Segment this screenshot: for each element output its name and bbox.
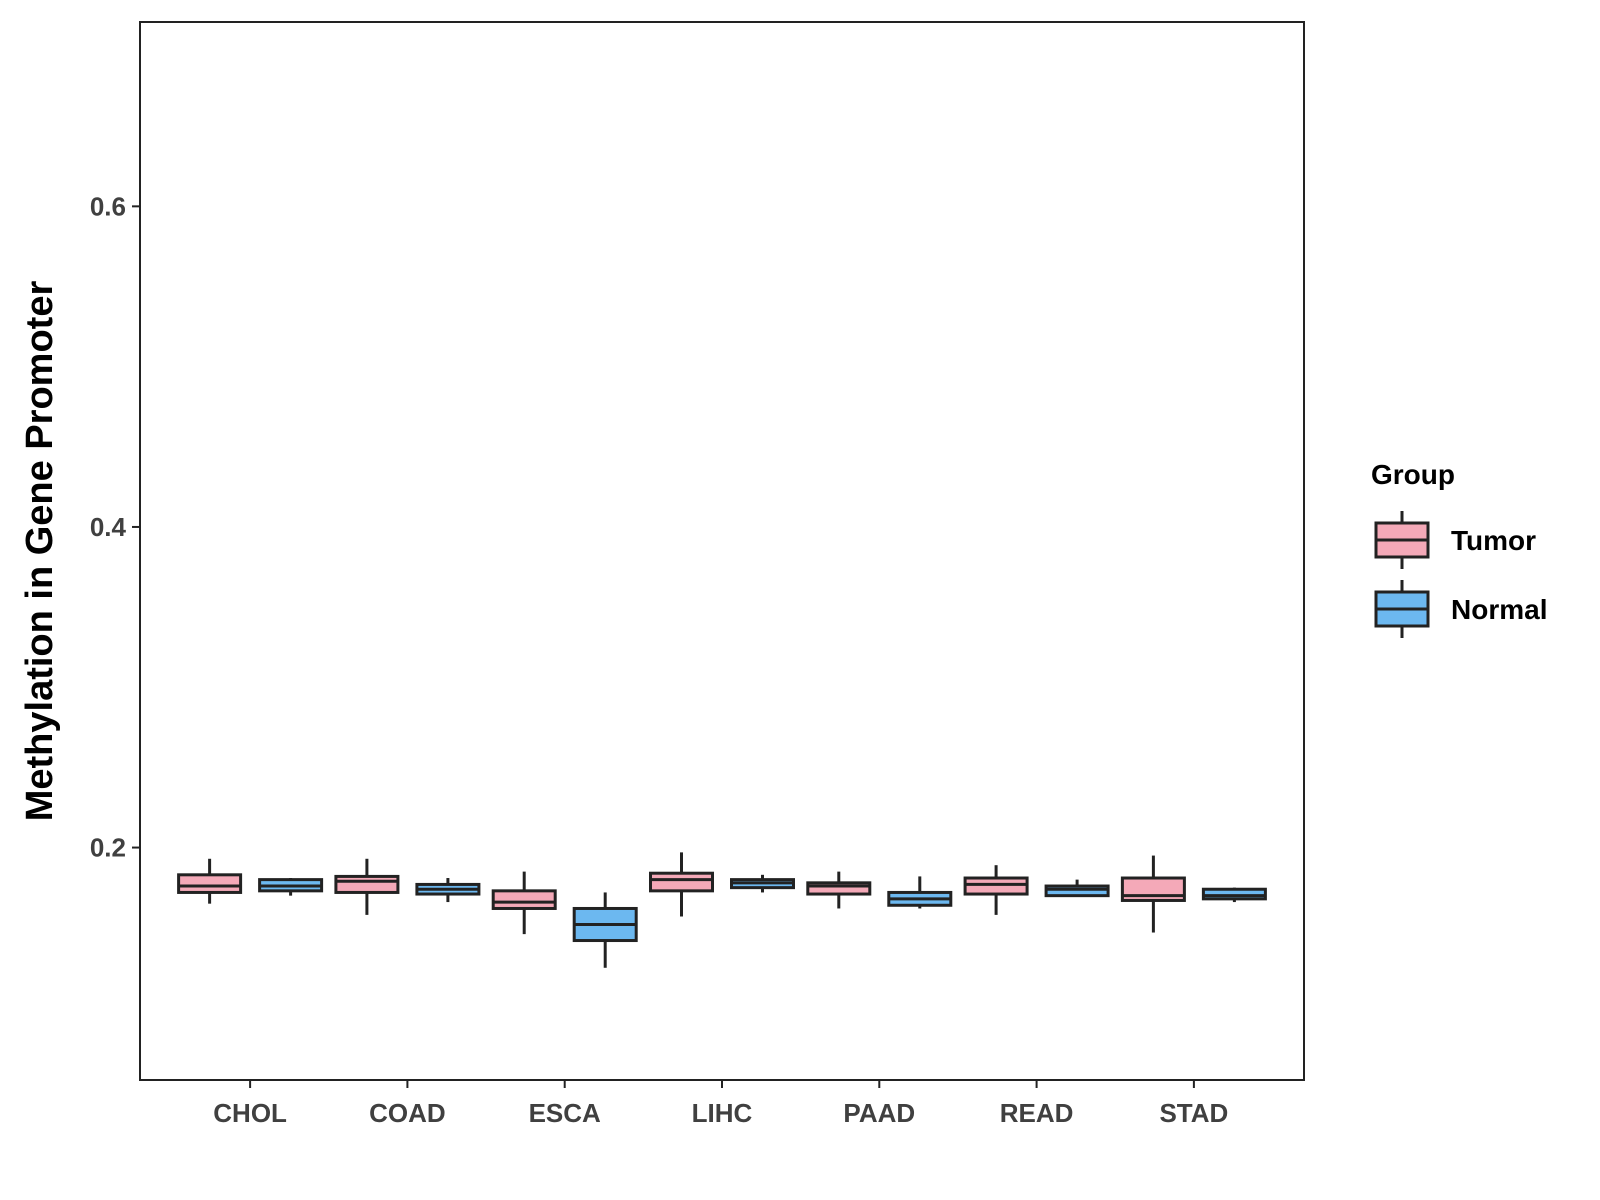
legend-label: Normal [1451,594,1547,625]
box-iqr [334,874,400,894]
box-iqr [177,873,243,894]
y-axis: 0.2 0.4 0.6 [90,191,140,863]
box-iqr [1044,884,1110,898]
box-normal-paad [887,876,953,909]
box-normal-coad [415,878,481,903]
box-tumor-coad [334,858,400,915]
y-axis-title: Methylation in Gene Promoter [19,281,61,822]
x-tick-label: COAD [369,1098,446,1128]
box-iqr [806,881,872,896]
legend-item-normal: Normal [1374,580,1547,638]
y-tick-label: 0.6 [90,191,126,221]
x-tick-label: READ [1000,1098,1074,1128]
box-normal-stad [1201,887,1267,903]
box-tumor-paad [806,871,872,909]
box-normal-read [1044,879,1110,898]
legend: Group Tumor Normal [1371,459,1547,638]
box-normal-esca [572,892,638,968]
box-iqr [1201,887,1267,901]
box-iqr [649,871,714,893]
x-tick-label: CHOL [213,1098,287,1128]
y-tick-label: 0.2 [90,833,126,863]
x-tick-label: ESCA [529,1098,601,1128]
boxes-layer [177,852,1267,968]
box-iqr [491,889,557,910]
box-normal-lihc [730,874,795,893]
legend-item-tumor: Tumor [1374,511,1536,569]
x-tick-label: PAAD [843,1098,915,1128]
x-axis: CHOL COAD ESCA LIHC PAAD READ STAD [213,1080,1228,1128]
box-tumor-lihc [649,852,714,917]
x-tick-label: LIHC [692,1098,753,1128]
box-tumor-chol [177,858,243,904]
box-iqr [963,876,1029,896]
box-tumor-stad [1120,855,1186,933]
box-tumor-esca [491,871,557,935]
box-normal-chol [258,878,324,896]
y-tick-label: 0.4 [90,512,127,542]
legend-title: Group [1371,459,1455,490]
legend-label: Tumor [1451,525,1536,556]
x-tick-label: STAD [1159,1098,1228,1128]
box-tumor-read [963,865,1029,915]
